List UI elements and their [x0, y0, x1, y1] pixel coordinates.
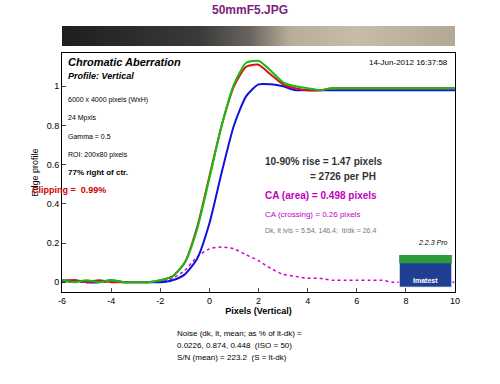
svg-text:4: 4 [305, 296, 310, 306]
svg-text:Gamma = 0.5: Gamma = 0.5 [68, 133, 111, 140]
svg-text:Imatest: Imatest [413, 277, 438, 284]
svg-text:ROI: 200x80 pixels: ROI: 200x80 pixels [68, 151, 128, 159]
svg-text:0.4: 0.4 [47, 199, 60, 209]
svg-text:Chromatic Aberration: Chromatic Aberration [68, 56, 181, 68]
svg-text:0.6: 0.6 [47, 160, 60, 170]
svg-text:Dk, lt lvls = 5.54, 146.4; lt: Dk, lt lvls = 5.54, 146.4; lt/dk = 26.4 [265, 227, 376, 234]
svg-text:6000 x 4000 pixels (WxH): 6000 x 4000 pixels (WxH) [68, 96, 148, 104]
svg-text:Noise (dk, lt, mean; as % of l: Noise (dk, lt, mean; as % of lt-dk) = [177, 329, 302, 338]
svg-text:0.0226, 0.874, 0.448 (ISO = 5: 0.0226, 0.874, 0.448 (ISO = 50) [177, 341, 292, 350]
svg-text:0: 0 [54, 277, 59, 287]
svg-text:Pixels (Vertical): Pixels (Vertical) [225, 306, 292, 316]
svg-text:-6: -6 [58, 296, 66, 306]
svg-text:0: 0 [207, 296, 212, 306]
svg-text:50mmF5.JPG: 50mmF5.JPG [212, 3, 288, 17]
svg-text:-4: -4 [107, 296, 115, 306]
svg-text:Clipping = 0.99%: Clipping = 0.99% [32, 185, 106, 195]
svg-text:2.2.3 Pro: 2.2.3 Pro [418, 239, 448, 246]
svg-text:-2: -2 [156, 296, 164, 306]
svg-text:CA (crossing) = 0.26 pixels: CA (crossing) = 0.26 pixels [265, 210, 360, 219]
svg-text:S/N (mean) = 223.2 (S = lt-dk: S/N (mean) = 223.2 (S = lt-dk) [177, 353, 287, 362]
svg-text:CA (area) = 0.498 pixels: CA (area) = 0.498 pixels [265, 190, 377, 201]
svg-text:0.2: 0.2 [47, 238, 60, 248]
svg-text:10-90% rise = 1.47 pixels: 10-90% rise = 1.47 pixels [265, 156, 382, 167]
svg-text:10: 10 [450, 296, 460, 306]
svg-text:= 2726 per PH: = 2726 per PH [310, 171, 376, 182]
svg-text:24 Mpxls: 24 Mpxls [68, 114, 97, 122]
svg-text:8: 8 [403, 296, 408, 306]
svg-text:14-Jun-2012 16:37:58: 14-Jun-2012 16:37:58 [369, 58, 448, 67]
svg-text:Edge profile: Edge profile [30, 148, 40, 196]
svg-text:77% right of ctr.: 77% right of ctr. [68, 168, 128, 177]
svg-text:2: 2 [256, 296, 261, 306]
svg-text:0.8: 0.8 [47, 121, 60, 131]
svg-text:Profile: Vertical: Profile: Vertical [68, 71, 134, 81]
svg-text:1: 1 [54, 81, 59, 91]
svg-text:6: 6 [354, 296, 359, 306]
